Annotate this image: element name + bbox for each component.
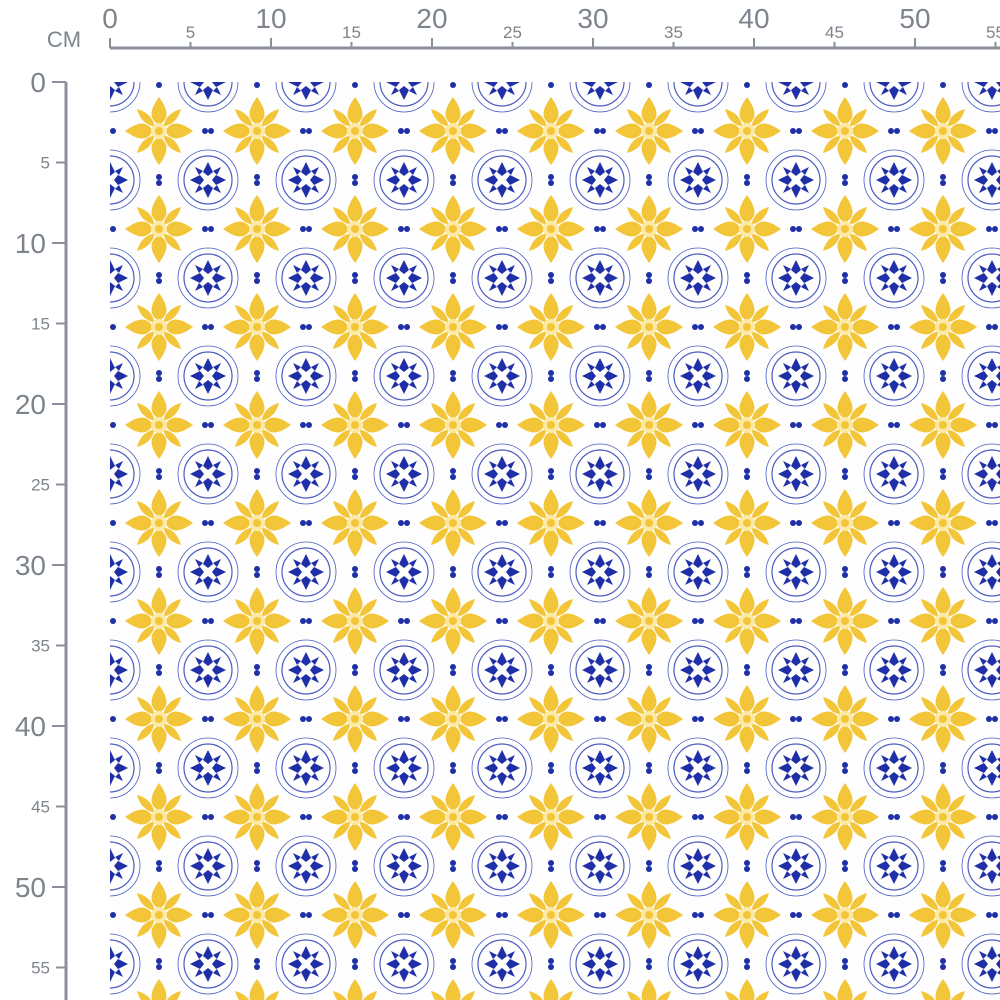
- left-tick-label: 15: [31, 315, 50, 334]
- top-tick-label: 45: [825, 23, 844, 42]
- top-tick-label: 30: [577, 3, 608, 34]
- top-tick-label: 50: [899, 3, 930, 34]
- fabric-swatch: [110, 82, 1000, 1000]
- top-tick-label: 5: [186, 23, 195, 42]
- unit-label: CM: [47, 27, 81, 52]
- left-tick-label: 10: [15, 228, 46, 259]
- left-tick-label: 45: [31, 798, 50, 817]
- top-tick-label: 35: [664, 23, 683, 42]
- left-tick-label: 25: [31, 476, 50, 495]
- left-tick-label: 55: [31, 959, 50, 978]
- top-tick-label: 0: [102, 3, 118, 34]
- top-tick-label: 15: [342, 23, 361, 42]
- left-tick-label: 5: [41, 154, 50, 173]
- top-tick-label: 40: [738, 3, 769, 34]
- top-tick-label: 20: [416, 3, 447, 34]
- top-tick-label: 55: [986, 23, 1000, 42]
- left-tick-label: 0: [30, 67, 46, 98]
- top-tick-label: 10: [255, 3, 286, 34]
- top-tick-label: 25: [503, 23, 522, 42]
- left-tick-label: 20: [15, 389, 46, 420]
- left-tick-label: 40: [15, 711, 46, 742]
- left-tick-label: 50: [15, 872, 46, 903]
- left-tick-label: 30: [15, 550, 46, 581]
- left-tick-label: 35: [31, 637, 50, 656]
